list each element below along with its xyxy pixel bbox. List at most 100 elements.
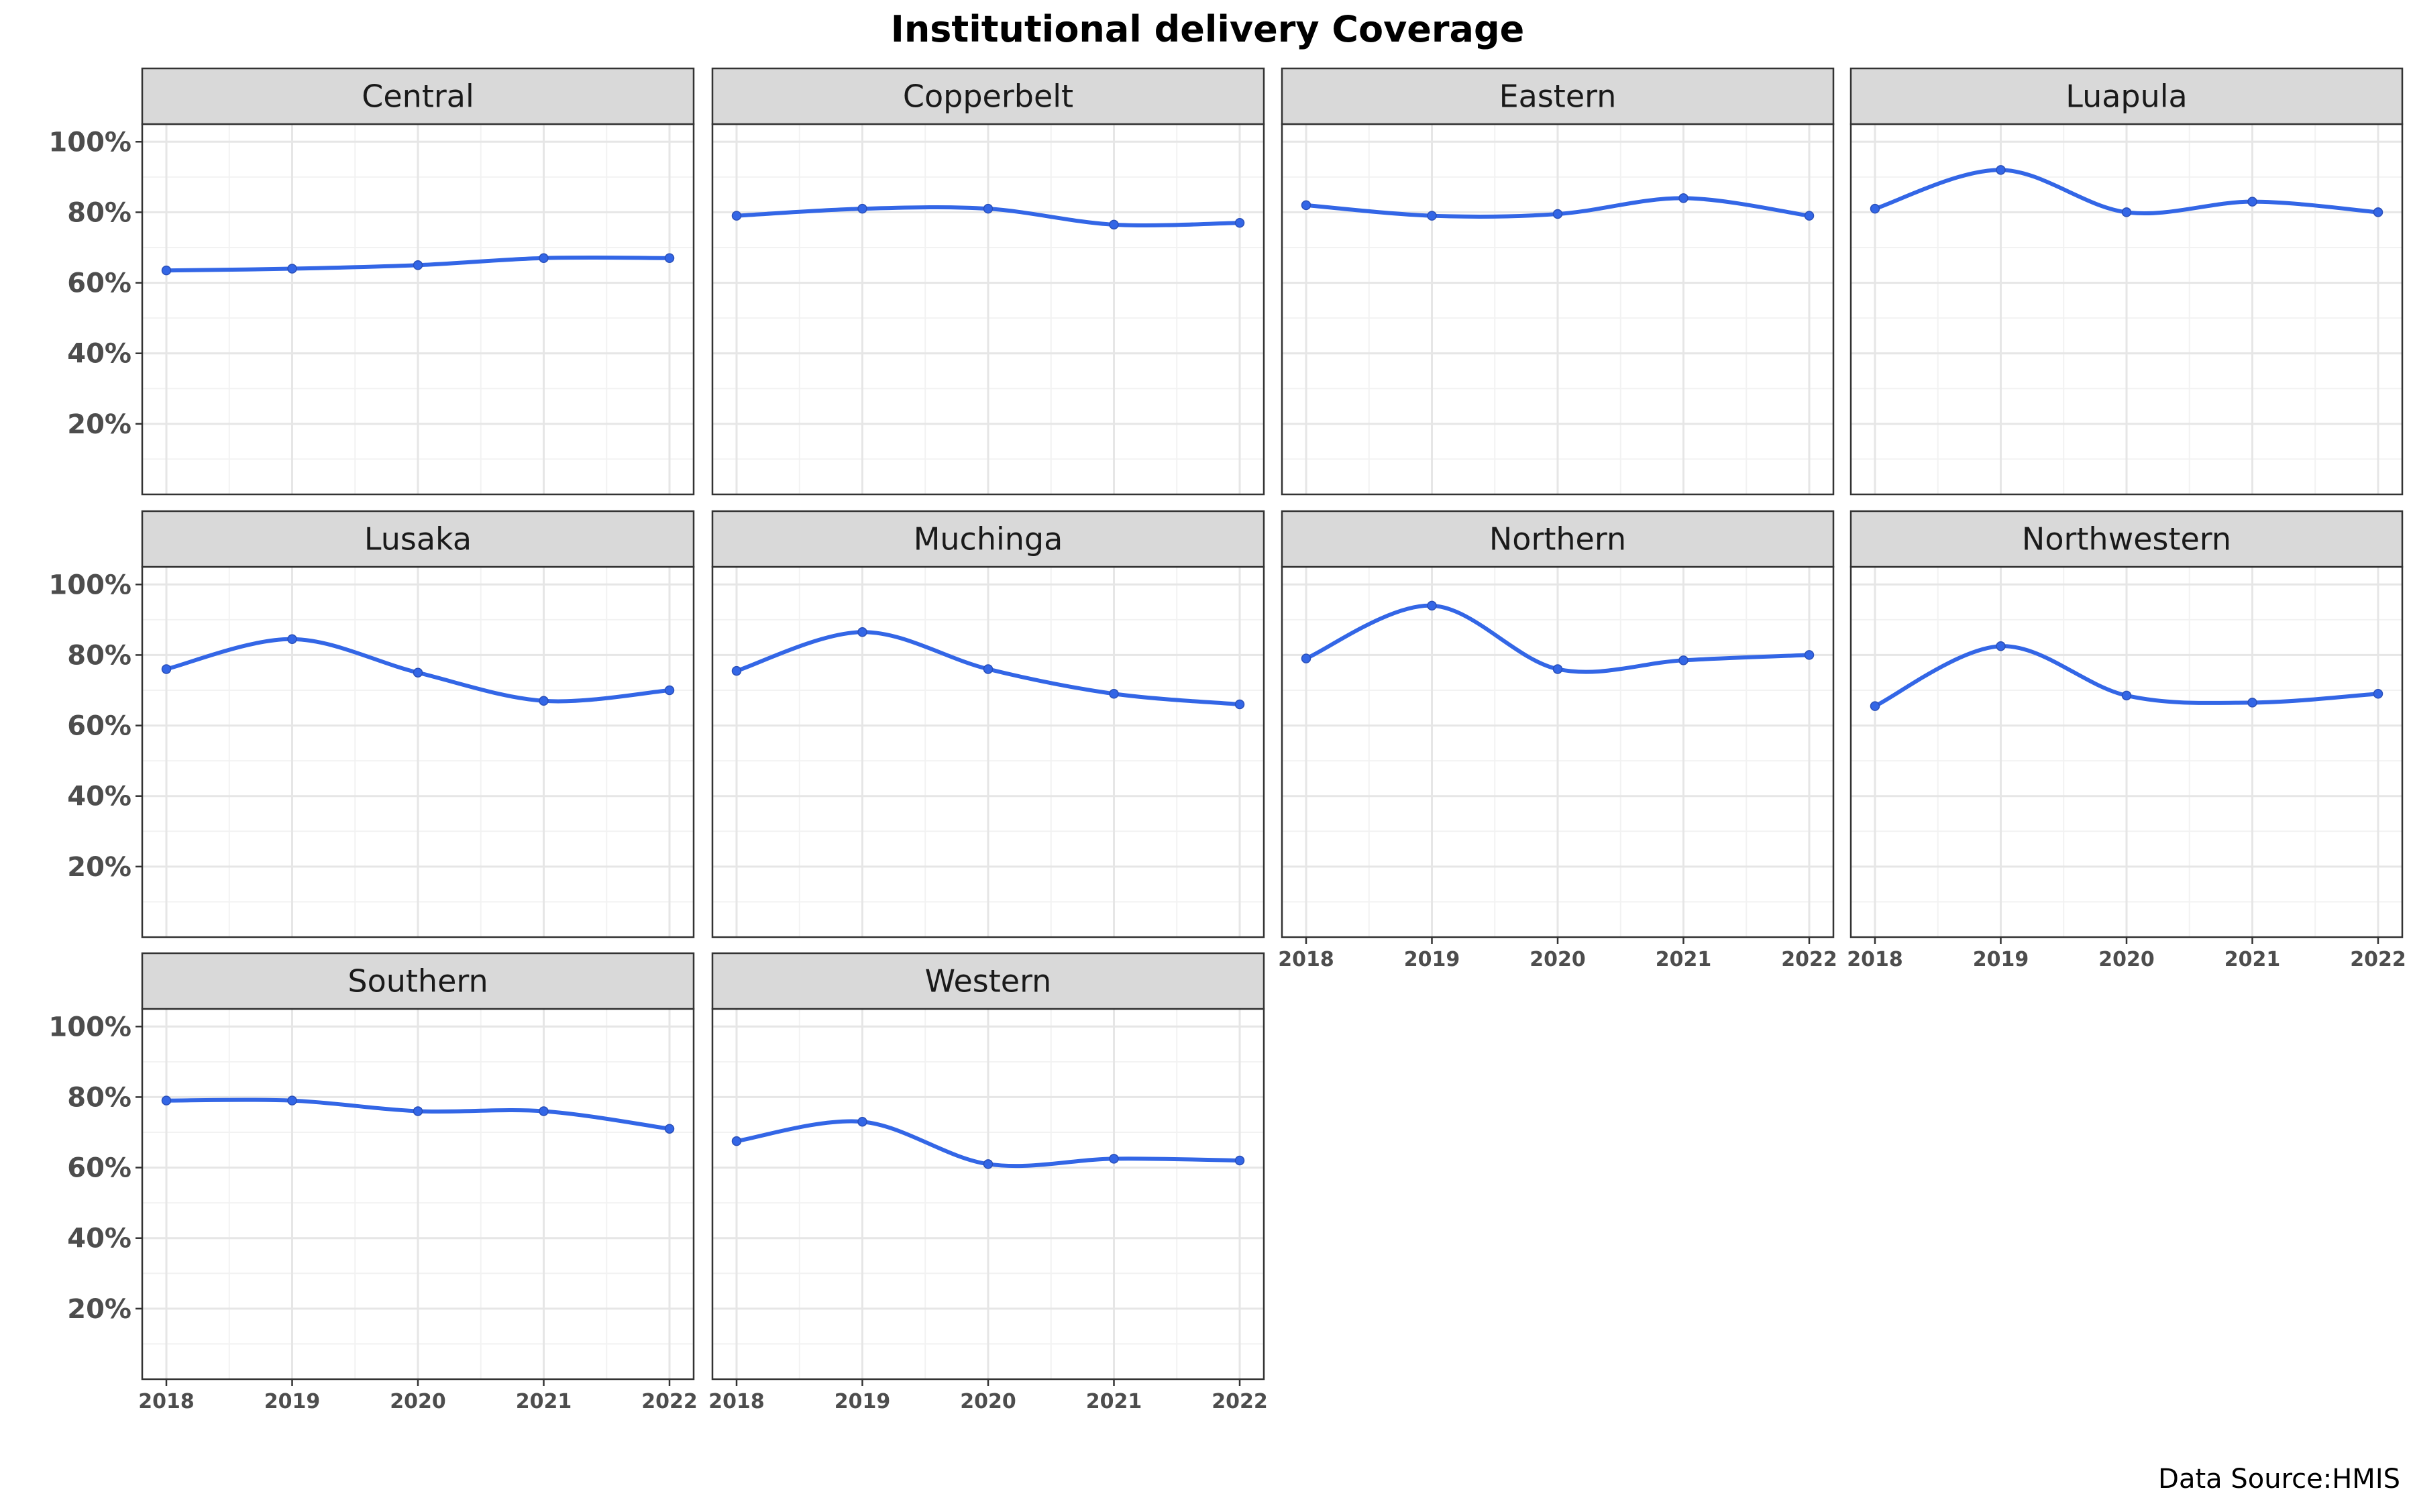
data-point xyxy=(1301,200,1311,211)
data-point xyxy=(161,1095,172,1105)
y-tick-label: 40% xyxy=(67,339,131,370)
x-tick-label: 2021 xyxy=(2224,948,2281,971)
data-point xyxy=(664,1124,675,1134)
y-tick-label: 100% xyxy=(48,1012,131,1042)
data-point xyxy=(2247,698,2257,708)
data-point xyxy=(664,253,675,264)
data-point xyxy=(983,203,994,214)
panel-strip xyxy=(711,510,1265,568)
panel-central: Central 20% 40% 60% 80% 100% xyxy=(48,67,695,496)
data-point xyxy=(161,265,172,276)
y-tick-label: 40% xyxy=(67,1224,131,1254)
panel-strip xyxy=(1849,510,2404,568)
data-point xyxy=(1301,653,1311,663)
panel-strip xyxy=(711,67,1265,125)
data-point xyxy=(664,685,675,696)
panel-strip-label: Eastern xyxy=(1499,78,1617,115)
data-point xyxy=(1109,219,1119,230)
panel-strip-label: Northwestern xyxy=(2022,521,2231,557)
y-tick-label: 60% xyxy=(67,268,131,299)
y-tick-label: 20% xyxy=(67,852,131,883)
x-tick-label: 2021 xyxy=(516,1390,572,1413)
data-point xyxy=(1109,1154,1119,1164)
data-point xyxy=(1552,209,1563,219)
data-point xyxy=(1804,650,1815,660)
x-tick-label: 2021 xyxy=(1656,948,1712,971)
data-point xyxy=(2121,207,2132,217)
y-tick-label: 60% xyxy=(67,711,131,742)
data-point xyxy=(161,664,172,674)
panel-strip-label: Muchinga xyxy=(914,521,1063,557)
data-point xyxy=(1804,211,1815,221)
panel-strip-label: Southern xyxy=(347,963,488,1000)
y-tick-label: 80% xyxy=(67,197,131,228)
panel-strip xyxy=(141,510,695,568)
data-point xyxy=(413,667,423,678)
data-point xyxy=(731,211,742,221)
y-tick-label: 60% xyxy=(67,1153,131,1184)
panel-strip xyxy=(141,952,695,1010)
data-point xyxy=(1678,655,1688,665)
y-tick-label: 40% xyxy=(67,781,131,812)
data-point xyxy=(1996,165,2006,175)
panel-eastern: Eastern xyxy=(1281,67,1835,496)
data-point xyxy=(983,1159,994,1169)
x-tick-label: 2022 xyxy=(641,1390,698,1413)
data-point xyxy=(983,664,994,674)
data-point xyxy=(2247,197,2257,207)
data-point xyxy=(1870,203,1880,214)
data-point xyxy=(539,1106,549,1116)
chart-title: Institutional delivery Coverage xyxy=(891,8,1525,50)
y-tick-label: 100% xyxy=(48,127,131,158)
x-tick-label: 2019 xyxy=(264,1390,321,1413)
x-tick-label: 2018 xyxy=(1847,948,1903,971)
x-tick-label: 2020 xyxy=(2098,948,2155,971)
data-point xyxy=(1552,664,1563,674)
panel-strip-label: Western xyxy=(925,963,1052,1000)
x-tick-label: 2019 xyxy=(1973,948,2029,971)
panel-northwestern: Northwestern 2018 2019 2020 2021 2022 xyxy=(1847,510,2406,971)
panel-strip xyxy=(1281,67,1835,125)
panel-western: Western 2018 2019 2020 2021 2022 xyxy=(708,952,1268,1413)
panel-southern: Southern 20% 40% 60% 80% 100% 2018 2019 2020 2021… xyxy=(48,952,698,1413)
x-tick-label: 2019 xyxy=(1404,948,1460,971)
data-point xyxy=(1678,193,1688,203)
data-point xyxy=(413,1106,423,1116)
x-tick-label: 2020 xyxy=(1529,948,1586,971)
y-tick-label: 20% xyxy=(67,409,131,440)
panel-lusaka: Lusaka 20% 40% 60% 80% 100% xyxy=(48,510,695,938)
data-point xyxy=(1870,701,1880,711)
data-point xyxy=(1234,1155,1245,1166)
panel-copperbelt: Copperbelt xyxy=(711,67,1265,496)
panel-strip-label: Northern xyxy=(1489,521,1626,557)
panel-strip xyxy=(711,952,1265,1010)
data-point xyxy=(413,260,423,270)
y-tick-label: 80% xyxy=(67,640,131,671)
x-tick-label: 2018 xyxy=(1278,948,1334,971)
data-point xyxy=(857,203,867,214)
panel-strip-label: Copperbelt xyxy=(903,78,1073,115)
data-point xyxy=(2373,689,2383,699)
panel-muchinga: Muchinga xyxy=(711,510,1265,938)
panel-strip-label: Central xyxy=(362,78,474,115)
data-point xyxy=(2373,207,2383,217)
y-tick-label: 80% xyxy=(67,1082,131,1113)
data-point xyxy=(731,665,742,676)
panel-strip xyxy=(1281,510,1835,568)
x-tick-label: 2018 xyxy=(138,1390,195,1413)
data-source-caption: Data Source:HMIS xyxy=(2158,1464,2400,1495)
data-point xyxy=(1109,689,1119,699)
x-tick-label: 2022 xyxy=(1781,948,1837,971)
panel-luapula: Luapula xyxy=(1849,67,2404,496)
data-point xyxy=(1427,600,1437,611)
panel-strip xyxy=(141,67,695,125)
data-point xyxy=(1996,641,2006,651)
x-tick-label: 2022 xyxy=(1212,1390,1268,1413)
data-point xyxy=(731,1136,742,1146)
data-point xyxy=(287,1095,297,1105)
x-tick-label: 2022 xyxy=(2350,948,2406,971)
data-point xyxy=(1427,211,1437,221)
x-tick-label: 2018 xyxy=(708,1390,765,1413)
data-point xyxy=(1234,699,1245,710)
